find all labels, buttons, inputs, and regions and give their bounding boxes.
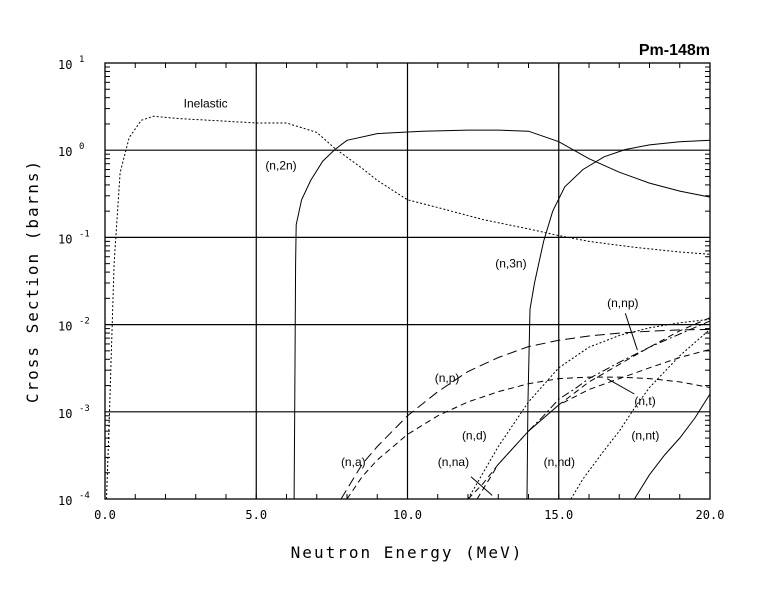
curve-n-a [346, 376, 711, 500]
curve-inelastic [106, 115, 711, 500]
y-tick-label: 10 0 [58, 142, 84, 159]
curve-n-t [476, 348, 711, 500]
leader-lines [470, 313, 638, 496]
y-tick-label: 10 -3 [58, 404, 90, 421]
x-tick-label: 0.0 [94, 508, 116, 522]
y-tick-base: 10 [58, 58, 72, 72]
leader-line [624, 313, 638, 351]
leader-line [470, 476, 493, 496]
y-tick-exponent: 0 [79, 142, 84, 152]
curve-n-nt [633, 393, 711, 500]
x-tick-label: 15.0 [544, 508, 573, 522]
x-tick-label: 10.0 [393, 508, 422, 522]
grid-lines [105, 63, 710, 499]
x-tick-label: 20.0 [696, 508, 725, 522]
curve-label: (n,t) [634, 394, 655, 408]
y-tick-exponent: 1 [79, 55, 84, 65]
y-tick-base: 10 [58, 320, 72, 334]
y-tick-exponent: -1 [79, 229, 90, 239]
chart-title: Pm-148m [639, 42, 710, 59]
y-tick-exponent: -3 [79, 404, 90, 414]
x-axis-title: Neutron Energy (MeV) [291, 543, 524, 562]
y-tick-base: 10 [58, 145, 72, 159]
curve-label: (n,a) [341, 455, 366, 469]
x-tick-label: 5.0 [245, 508, 267, 522]
y-tick-exponent: -2 [79, 317, 90, 327]
curve-n-na [467, 317, 711, 500]
curve-label: (n,na) [438, 455, 469, 469]
curves [106, 115, 711, 500]
y-tick-labels: 10 1 10 0 10 -1 10 -2 10 -3 10 -4 [58, 55, 90, 508]
minor-ticks [104, 63, 711, 499]
y-tick-base: 10 [58, 494, 72, 508]
curve-label: (n,np) [607, 296, 638, 310]
curve-n-2n [293, 129, 711, 500]
y-tick-exponent: -4 [79, 491, 90, 501]
curve-label: (n,2n) [265, 159, 296, 173]
y-tick-label: 10 -1 [58, 229, 90, 246]
curve-label: (n,3n) [495, 257, 526, 271]
curve-n-3n [526, 139, 711, 500]
curve-n-p [340, 328, 711, 500]
y-tick-label: 10 -2 [58, 317, 90, 334]
y-tick-label: 10 1 [58, 55, 84, 72]
curve-n-np [528, 320, 711, 432]
curve-n-nd [570, 329, 711, 500]
curve-label: (n,nt) [631, 429, 659, 443]
x-tick-labels: 0.0 5.0 10.0 15.0 20.0 [94, 508, 724, 522]
curve-labels: Inelastic (n,2n) (n,3n) (n,p) (n,a) (n,d) (n,n… [184, 96, 660, 468]
y-axis-title: Cross Section (barns) [23, 159, 42, 403]
plot-frame [104, 62, 711, 500]
curve-n-d [467, 318, 711, 500]
y-tick-label: 10 -4 [58, 491, 90, 508]
curve-label: (n,d) [462, 429, 487, 443]
leader-line [606, 378, 635, 395]
y-tick-base: 10 [58, 232, 72, 246]
y-tick-base: 10 [58, 407, 72, 421]
curve-label: (n,nd) [544, 455, 575, 469]
curve-label: (n,p) [435, 371, 460, 385]
curve-label: Inelastic [184, 96, 228, 110]
